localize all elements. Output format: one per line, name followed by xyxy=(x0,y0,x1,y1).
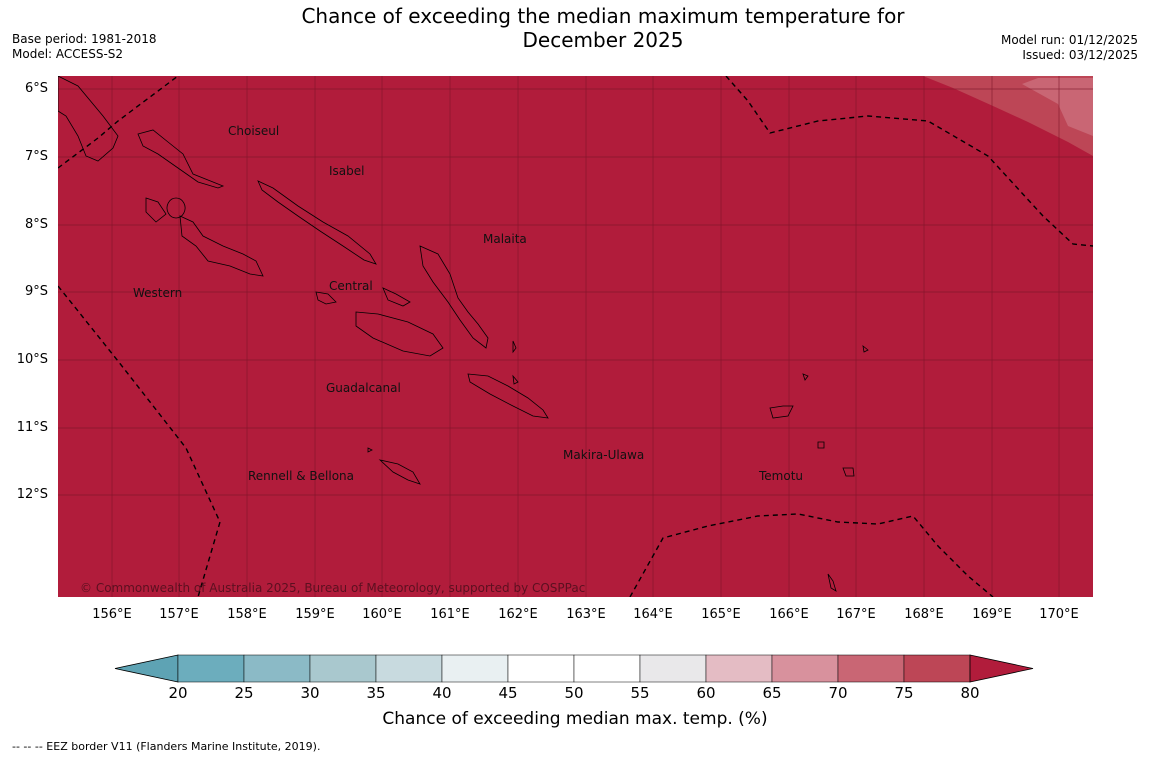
lat-label-9s: 9°S xyxy=(24,284,48,299)
colorbar-tick-40: 40 xyxy=(432,684,452,702)
colorbar-tick-55: 55 xyxy=(630,684,650,702)
lon-label-157e: 157°E xyxy=(159,607,199,622)
lon-label-164e: 164°E xyxy=(633,607,673,622)
lon-label-166e: 166°E xyxy=(769,607,809,622)
lon-label-165e: 165°E xyxy=(701,607,741,622)
colorbar-segment-55-60 xyxy=(639,654,707,683)
model-name: Model: ACCESS-S2 xyxy=(12,47,124,61)
colorbar-segment-50-55 xyxy=(573,654,641,683)
island-bellona xyxy=(367,447,373,453)
copyright: © Commonwealth of Australia 2025, Bureau… xyxy=(80,581,585,595)
island-bougainville xyxy=(58,76,119,162)
lat-label-12s: 12°S xyxy=(16,487,48,502)
lon-label-167e: 167°E xyxy=(836,607,876,622)
island-kolombangara xyxy=(166,197,186,219)
lon-label-170e: 170°E xyxy=(1039,607,1079,622)
island-choiseul xyxy=(137,129,225,189)
colorbar-segment-65-70 xyxy=(771,654,839,683)
colorbar-tick-80: 80 xyxy=(960,684,980,702)
islands xyxy=(58,76,869,592)
colorbar-segment-30-35 xyxy=(309,654,377,683)
lon-label-163e: 163°E xyxy=(566,607,606,622)
island-vellalavella xyxy=(145,197,167,223)
meta-right: Model run: 01/12/2025 Issued: 03/12/2025 xyxy=(1001,33,1138,63)
eez-note: -- -- -- EEZ border V11 (Flanders Marine… xyxy=(12,740,321,753)
island-ulawa xyxy=(512,374,519,385)
island-rennell xyxy=(378,459,421,485)
colorbar-tick-60: 60 xyxy=(696,684,716,702)
island-newgeorgia xyxy=(179,215,264,277)
colorbar-extend-high xyxy=(969,654,1034,683)
island-russell xyxy=(382,287,411,307)
island-vanikoro xyxy=(842,467,855,477)
colorbar-segment-60-65 xyxy=(705,654,773,683)
island-utupua xyxy=(817,441,825,449)
lon-label-161e: 161°E xyxy=(430,607,470,622)
map-background xyxy=(58,76,1093,597)
lon-label-158e: 158°E xyxy=(227,607,267,622)
island-malaita xyxy=(419,245,489,349)
colorbar-label: Chance of exceeding median max. temp. (%… xyxy=(382,709,768,729)
colorbar-tick-20: 20 xyxy=(168,684,188,702)
lon-label-160e: 160°E xyxy=(362,607,402,622)
colorbar-segment-45-50 xyxy=(507,654,575,683)
eez-borders xyxy=(58,76,1093,597)
meta-left: Base period: 1981-2018 Model: ACCESS-S2 xyxy=(12,32,157,62)
model-run: Model run: 01/12/2025 xyxy=(1000,33,1138,47)
lon-label-156e: 156°E xyxy=(92,607,132,622)
colorbar-extend-low xyxy=(114,654,179,683)
colorbar-tick-75: 75 xyxy=(894,684,914,702)
island-florida xyxy=(315,291,337,305)
island-isabel xyxy=(257,180,377,265)
lat-label-8s: 8°S xyxy=(24,217,48,232)
colorbar xyxy=(110,650,1040,690)
region-guadalcanal: Guadalcanal xyxy=(326,381,401,395)
colorbar-tick-45: 45 xyxy=(498,684,518,702)
region-isabel: Isabel xyxy=(329,164,364,178)
colorbar-tick-65: 65 xyxy=(762,684,782,702)
region-western: Western xyxy=(133,286,182,300)
colorbar-tick-35: 35 xyxy=(366,684,386,702)
island-duff xyxy=(862,345,869,353)
forecast-map[interactable]: Choiseul Isabel Malaita Western Central … xyxy=(58,76,1093,597)
region-malaita: Malaita xyxy=(483,232,527,246)
colorbar-tick-30: 30 xyxy=(300,684,320,702)
colorbar-segment-20-25 xyxy=(177,654,245,683)
lat-label-7s: 7°S xyxy=(24,149,48,164)
region-choiseul: Choiseul xyxy=(228,124,279,138)
colorbar-segment-75-80 xyxy=(903,654,971,683)
colorbar-tick-25: 25 xyxy=(234,684,254,702)
issued-date: Issued: 03/12/2025 xyxy=(1022,48,1138,62)
base-period: Base period: 1981-2018 xyxy=(12,32,157,46)
lon-label-168e: 168°E xyxy=(904,607,944,622)
graticule xyxy=(58,76,1093,597)
colorbar-tick-70: 70 xyxy=(828,684,848,702)
region-makira: Makira-Ulawa xyxy=(563,448,644,462)
region-central: Central xyxy=(329,279,373,293)
island-makira xyxy=(467,373,549,419)
island-guadalcanal xyxy=(355,311,444,357)
title-line-2: December 2025 xyxy=(522,28,684,52)
colorbar-svg xyxy=(114,654,1034,683)
colorbar-segment-70-75 xyxy=(837,654,905,683)
colorbar-tick-50: 50 xyxy=(564,684,584,702)
colorbar-segment-40-45 xyxy=(441,654,509,683)
colorbar-segment-35-40 xyxy=(375,654,443,683)
lon-label-162e: 162°E xyxy=(498,607,538,622)
lat-label-11s: 11°S xyxy=(16,420,48,435)
island-santacruz xyxy=(769,405,794,419)
page-title: Chance of exceeding the median maximum t… xyxy=(260,4,946,52)
shade-70 xyxy=(1022,78,1093,136)
colorbar-segment-25-30 xyxy=(243,654,311,683)
region-temotu: Temotu xyxy=(758,469,803,483)
island-reefislands xyxy=(802,373,809,381)
title-line-1: Chance of exceeding the median maximum t… xyxy=(301,4,905,28)
lon-label-159e: 159°E xyxy=(295,607,335,622)
lon-label-169e: 169°E xyxy=(972,607,1012,622)
island-ontongjava xyxy=(512,340,517,354)
region-rennell: Rennell & Bellona xyxy=(248,469,354,483)
lat-label-10s: 10°S xyxy=(16,352,48,367)
island-tikopia xyxy=(827,573,837,592)
lat-label-6s: 6°S xyxy=(24,81,48,96)
